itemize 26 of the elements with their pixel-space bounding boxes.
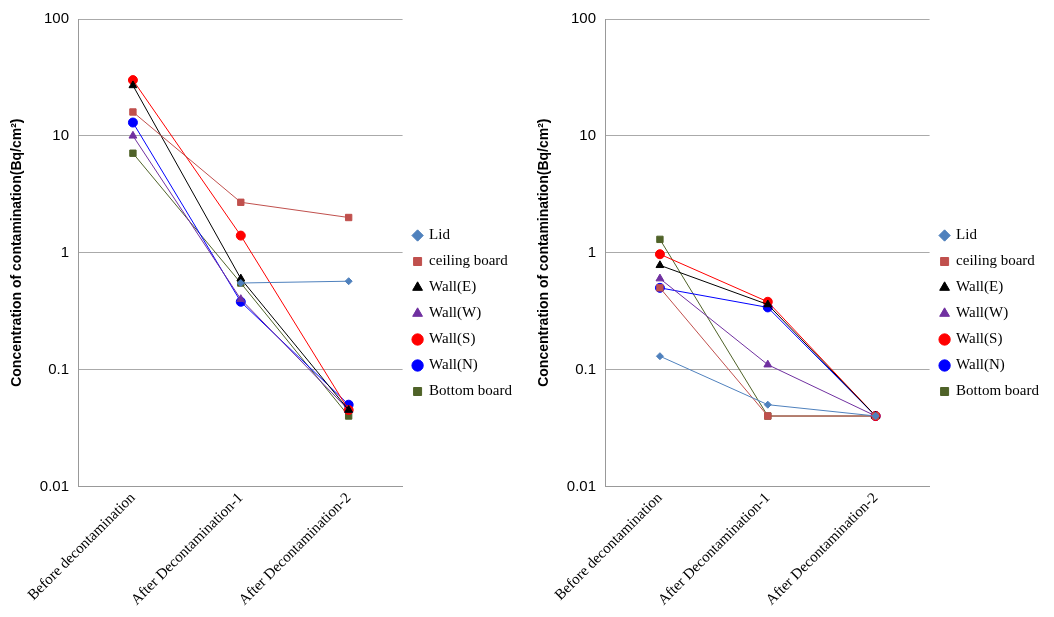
legend-label: Wall(E) bbox=[429, 278, 477, 296]
legend-label: Wall(S) bbox=[956, 330, 1003, 348]
y-tick-label: 0.1 bbox=[575, 359, 596, 377]
legend-label: Wall(S) bbox=[429, 330, 476, 348]
y-tick-label: 0.01 bbox=[566, 476, 596, 494]
y-tick-label: 10 bbox=[579, 125, 596, 143]
y-tick-label: 0.1 bbox=[48, 359, 69, 377]
legend-label: Bottom board bbox=[956, 382, 1040, 399]
legend-label: Lid bbox=[429, 226, 451, 243]
y-tick-label: 100 bbox=[570, 9, 596, 27]
legend-label: Lid bbox=[956, 226, 978, 243]
legend-label: ceiling board bbox=[956, 252, 1036, 269]
legend-label: Bottom board bbox=[429, 382, 513, 399]
legend-label: Wall(E) bbox=[956, 278, 1004, 296]
y-tick-label: 10 bbox=[52, 125, 69, 143]
y-tick-label: 100 bbox=[43, 9, 69, 27]
legend-label: Wall(N) bbox=[429, 356, 478, 374]
y-axis-title: Concentration of contamination(Bq/cm²) bbox=[8, 118, 25, 387]
y-axis-title: Concentration of contamination(Bq/cm²) bbox=[535, 118, 552, 387]
legend-label: ceiling board bbox=[429, 252, 509, 269]
legend-label: Wall(W) bbox=[429, 304, 482, 322]
legend-label: Wall(N) bbox=[956, 356, 1005, 374]
y-tick-label: 1 bbox=[587, 242, 596, 260]
legend-label: Wall(W) bbox=[956, 304, 1009, 322]
y-tick-label: 1 bbox=[60, 242, 69, 260]
y-tick-label: 0.01 bbox=[39, 476, 69, 494]
